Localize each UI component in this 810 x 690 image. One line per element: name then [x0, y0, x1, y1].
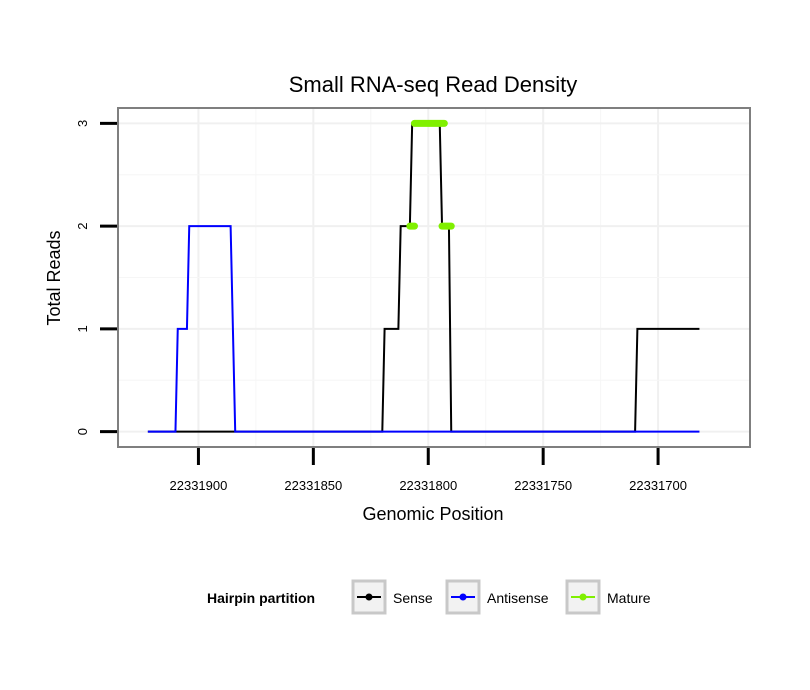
x-axis-label: Genomic Position	[362, 504, 503, 524]
x-tick-label: 22331800	[399, 478, 457, 493]
y-tick-label: 3	[75, 120, 90, 127]
x-tick-label: 22331750	[514, 478, 572, 493]
legend-label-antisense: Antisense	[487, 590, 549, 606]
y-tick-label: 1	[75, 325, 90, 332]
y-tick-label: 2	[75, 223, 90, 230]
axes-layer: 22331900 22331850 22331800 22331750 22331700…	[75, 120, 687, 493]
legend-label-sense: Sense	[393, 590, 433, 606]
y-tick-label: 0	[75, 428, 90, 435]
series-layer	[147, 119, 700, 433]
antisense-series-line	[147, 225, 700, 433]
plot-panel-border	[117, 107, 751, 448]
chart-title: Small RNA-seq Read Density	[289, 72, 578, 97]
x-tick-label: 22331850	[284, 478, 342, 493]
legend: Hairpin partition Sense Antisense Mature	[207, 579, 651, 615]
x-tick-label: 22331700	[629, 478, 687, 493]
legend-key-point	[365, 593, 373, 601]
y-axis-label: Total Reads	[44, 230, 64, 325]
x-tick-label: 22331900	[170, 478, 228, 493]
legend-key-point	[459, 593, 467, 601]
legend-title: Hairpin partition	[207, 590, 315, 606]
legend-key-point	[579, 593, 587, 601]
legend-label-mature: Mature	[607, 590, 651, 606]
